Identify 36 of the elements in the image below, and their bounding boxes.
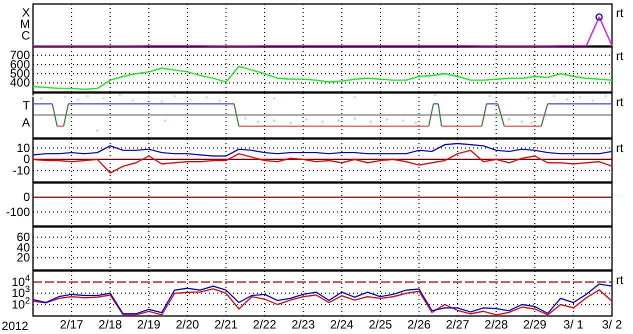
x-tick-label: 2/29 [523, 318, 547, 332]
text: rt [616, 273, 624, 287]
text: X [22, 5, 30, 20]
x-tick-label: 2/18 [98, 318, 122, 332]
y-tick-label: 10 [16, 140, 30, 155]
x-tick-label: 2/25 [368, 318, 392, 332]
x-tick-label: 2/26 [407, 318, 431, 332]
x-tick-label: 2/22 [252, 318, 277, 332]
x-axis-title: 2012 [2, 319, 29, 333]
text: rt [616, 141, 624, 155]
x-tick-label: 2/17 [60, 318, 84, 332]
line-series [32, 66, 613, 90]
x-tick-label: 2/24 [330, 318, 354, 332]
text: rt [616, 49, 624, 63]
x-tick-label: 3/ 1 [563, 318, 584, 332]
line-series [32, 288, 613, 316]
y-tick-label: -100 [6, 204, 30, 219]
line-series [32, 283, 613, 314]
line-series [32, 142, 613, 157]
x-tick-label: 2/28 [484, 318, 508, 332]
text: rt [616, 6, 624, 20]
y-tick-label: 0 [23, 190, 30, 204]
line-series [32, 150, 613, 174]
y-tick-label: 0 [23, 152, 30, 166]
text: C [21, 28, 30, 43]
x-tick-label: 2/23 [292, 318, 316, 332]
x-tick-label: 2/27 [446, 318, 470, 332]
x-tick-label: 2/21 [214, 318, 238, 332]
text: T [22, 98, 31, 112]
x-tick-label: 2/19 [137, 318, 161, 332]
text: M [20, 17, 30, 32]
text: A [22, 116, 30, 130]
text: rt [616, 95, 624, 109]
x-tick-label: 3/ 2 [602, 318, 622, 332]
y-tick-label: -10 [12, 164, 30, 178]
x-tick-label: 2/20 [176, 318, 200, 332]
